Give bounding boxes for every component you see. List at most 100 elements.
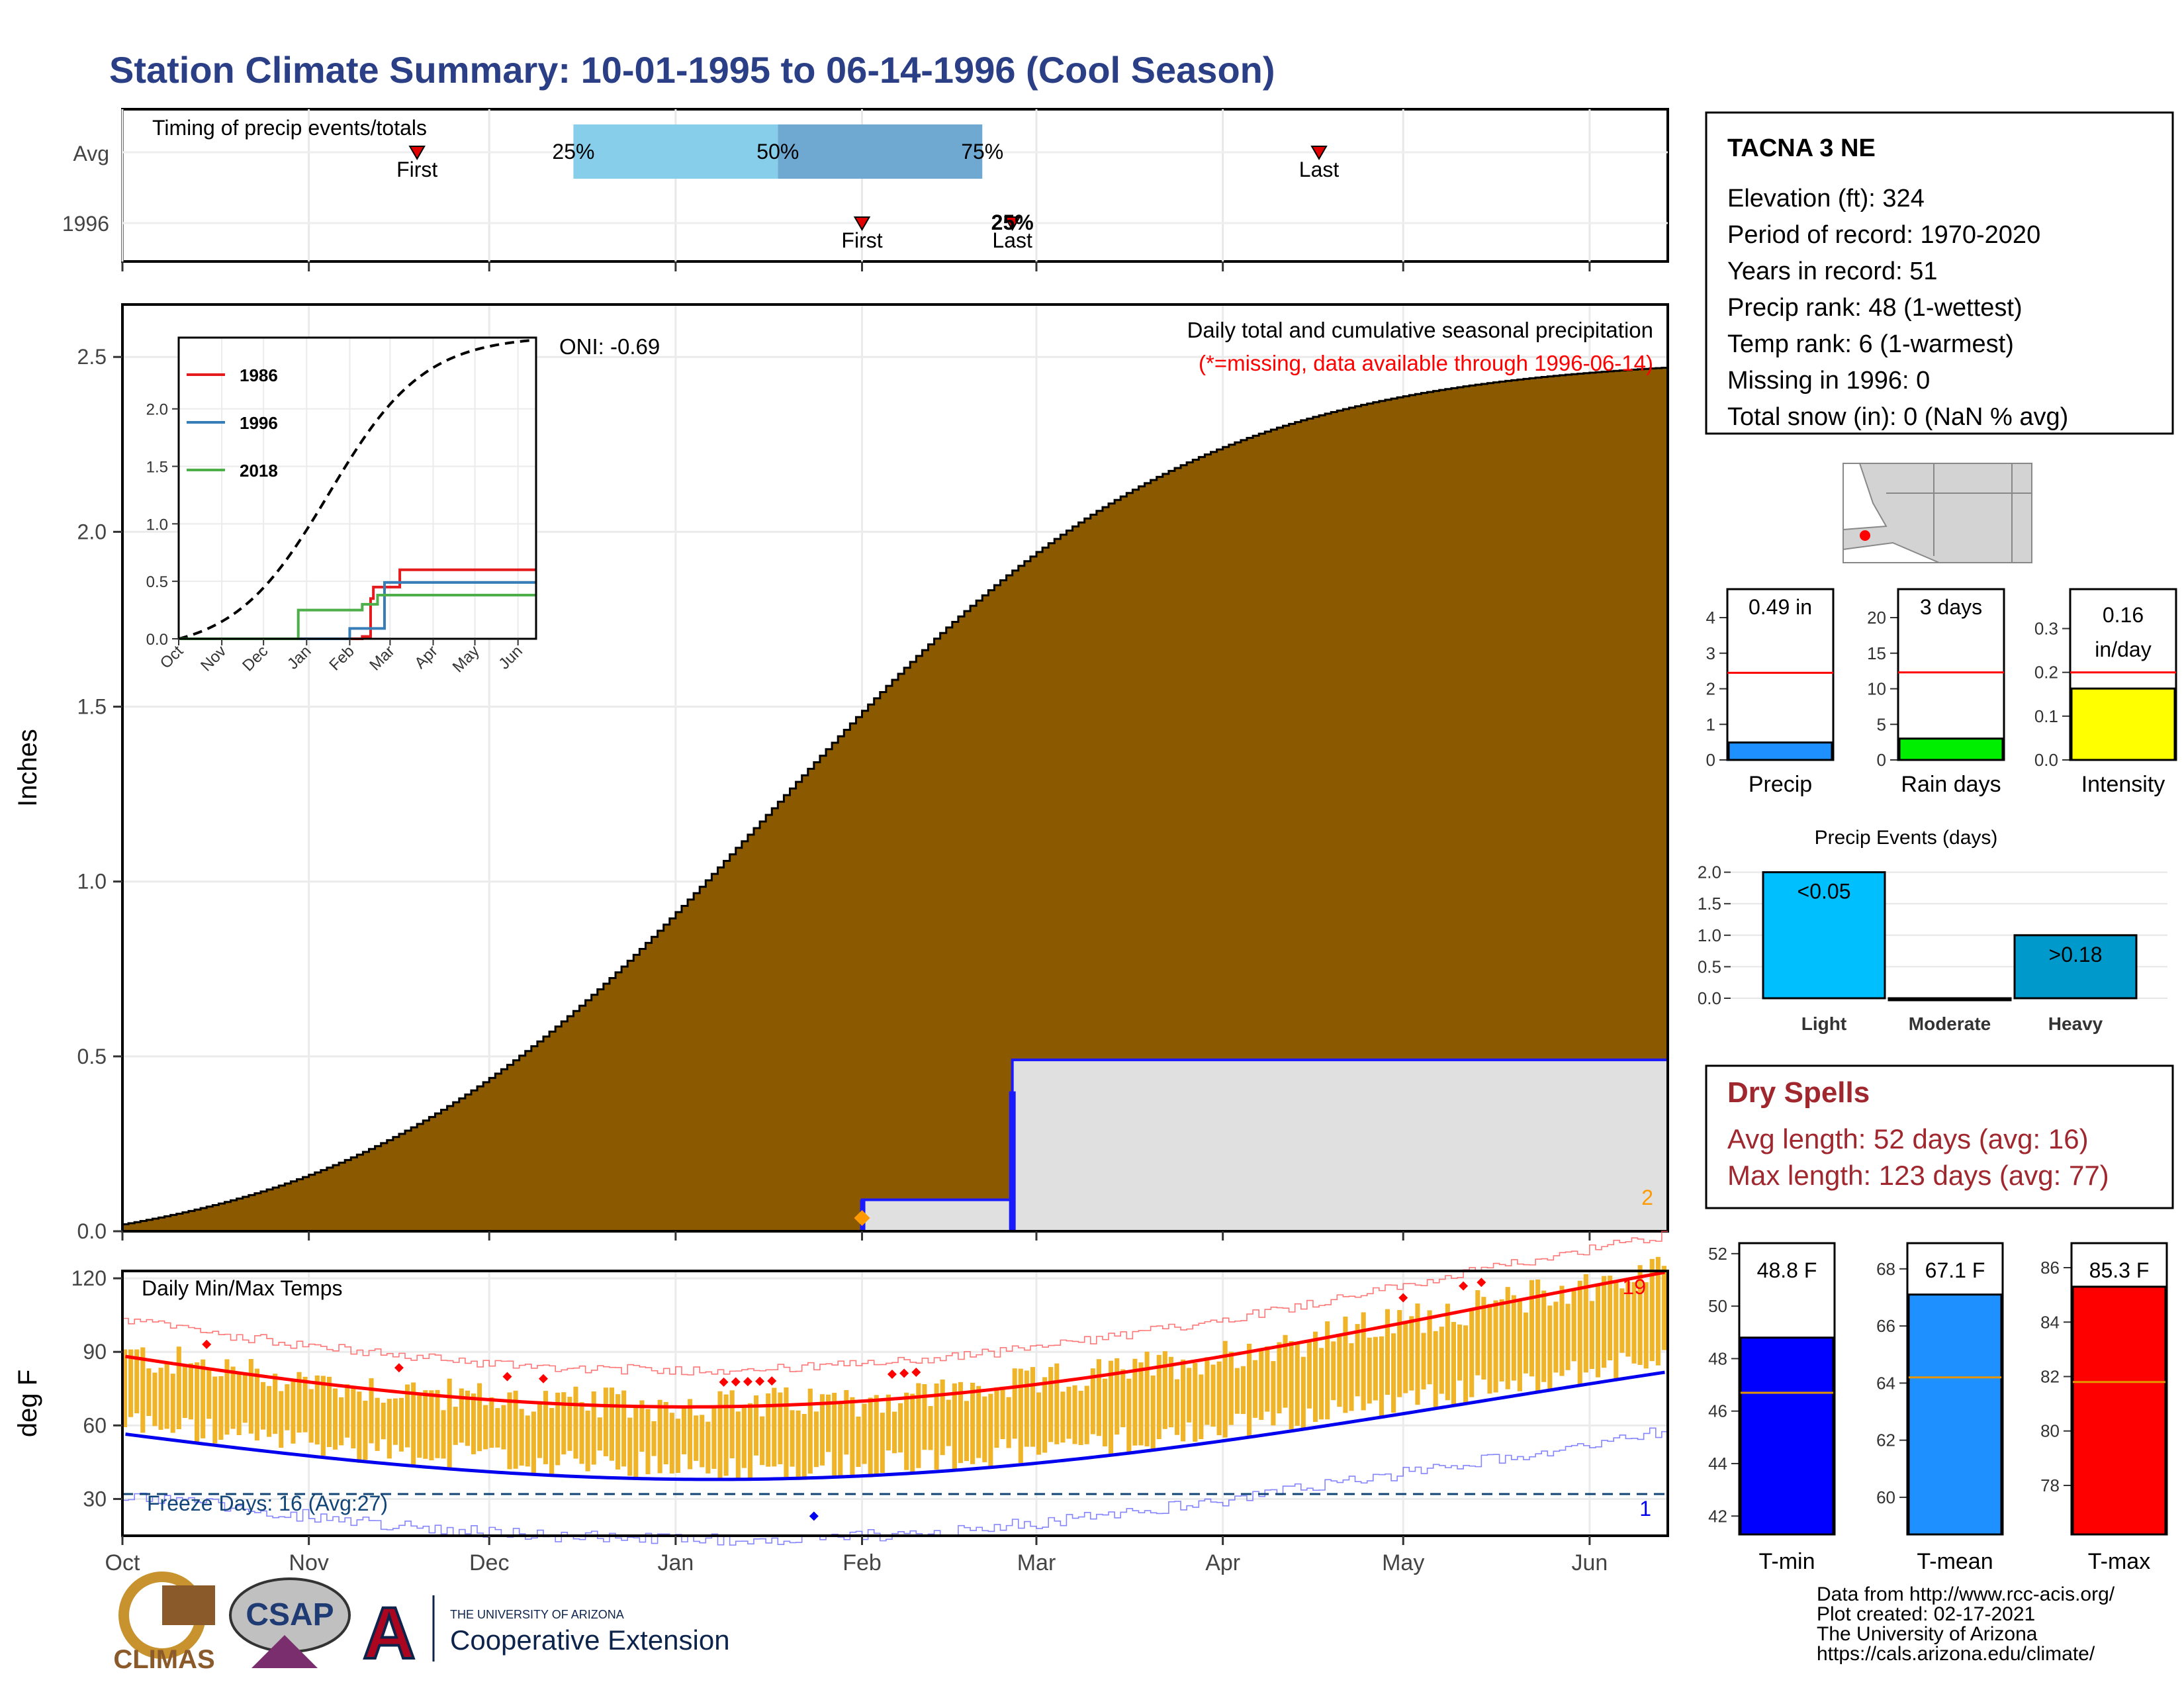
avg-quartile-band-light	[573, 124, 778, 179]
record-high-marker	[1398, 1293, 1408, 1303]
temp-summary-y-tick-label: 82	[2040, 1366, 2060, 1386]
temp-day-bar	[1487, 1303, 1492, 1394]
temp-day-bar	[164, 1364, 169, 1429]
temp-day-bar	[495, 1408, 500, 1448]
quartile-50-label: 50%	[756, 140, 799, 164]
temp-day-bar	[398, 1397, 404, 1452]
timing-row-1996: 1996	[62, 212, 109, 236]
inset-series-1986	[179, 568, 536, 640]
temp-day-bar	[555, 1392, 561, 1466]
temp-day-bar	[807, 1388, 813, 1474]
temp-y-tick-label: 90	[83, 1340, 107, 1364]
temp-day-bar	[1042, 1377, 1048, 1453]
temp-summary-value: 85.3 F	[2089, 1258, 2150, 1282]
summary-y-tick-label: 20	[1867, 608, 1886, 628]
temp-day-bar	[1174, 1379, 1180, 1435]
climas-logo: CLIMAS	[113, 1571, 215, 1674]
summary-y-tick-label: 0.2	[2034, 663, 2058, 682]
precip-events-x-axis: Light Moderate Heavy	[1801, 1013, 2103, 1034]
summary-bar-1	[1898, 737, 2004, 761]
inset-chart: 0.00.51.01.52.0 Oct Nov Dec Jan Feb Mar Apr May…	[146, 336, 537, 676]
summary-label: Rain days	[1901, 772, 2001, 797]
record-high-marker	[911, 1368, 921, 1378]
temp-day-bar	[681, 1405, 687, 1454]
temp-day-bar	[994, 1387, 999, 1448]
station-snow: Total snow (in): 0 (NaN % avg)	[1727, 403, 2068, 431]
month-label: Jun	[1571, 1550, 1608, 1575]
precip-events-chart: Precip Events (days) <0.05 >0.18 0.0 0.5 1.…	[1698, 827, 2167, 1034]
month-label: Mar	[1017, 1550, 1056, 1575]
precip-events-title: Precip Events (days)	[1815, 827, 1998, 849]
temp-summary-bar-1	[1907, 1293, 2003, 1536]
temp-day-bar	[465, 1390, 470, 1446]
temp-day-bar	[1222, 1340, 1228, 1438]
climas-logo-block	[162, 1585, 215, 1625]
temp-day-bar	[639, 1400, 645, 1452]
temp-day-bar	[609, 1387, 615, 1461]
temp-day-bar	[1457, 1324, 1463, 1381]
record-high-marker	[899, 1368, 909, 1378]
summary-y-tick-label: 0.1	[2034, 706, 2058, 726]
inset-y-tick-label: 1.5	[146, 459, 168, 477]
temp-day-bar	[603, 1387, 608, 1456]
temp-day-bar	[195, 1362, 200, 1442]
month-label: Oct	[105, 1550, 140, 1575]
temp-day-bar	[1300, 1356, 1306, 1429]
temp-day-bar	[1631, 1282, 1637, 1364]
event-bar-label: <0.05	[1797, 880, 1851, 904]
precip-frame	[121, 303, 1669, 1233]
temp-day-bar	[1397, 1310, 1402, 1397]
temp-day-bar	[1427, 1310, 1432, 1385]
temp-day-bar	[1120, 1369, 1126, 1428]
temp-day-bar	[411, 1382, 416, 1468]
station-temp-rank: Temp rank: 6 (1-warmest)	[1727, 330, 2014, 358]
temp-day-bar	[1655, 1256, 1661, 1366]
temp-day-bar	[1409, 1316, 1414, 1391]
event-bar-light	[1762, 871, 1886, 1000]
precip-y-tick-label: 0.0	[77, 1219, 107, 1243]
temp-day-bar	[645, 1409, 651, 1475]
temp-y-axis: 30 60 90 120	[71, 1266, 122, 1511]
temp-day-bar	[405, 1384, 410, 1448]
precip-events-bars: <0.05 >0.18	[1762, 871, 2138, 1002]
temp-day-bar	[663, 1401, 668, 1465]
events-y-tick-label: 0.5	[1698, 957, 1721, 976]
temp-frame	[121, 1270, 1669, 1537]
temp-day-bar	[778, 1392, 783, 1464]
events-y-tick-label: 0.0	[1698, 988, 1721, 1008]
temp-day-bar	[1306, 1341, 1312, 1409]
avg-last-marker	[1310, 146, 1328, 160]
temp-day-bar	[784, 1387, 789, 1477]
temp-summary-value: 48.8 F	[1757, 1258, 1817, 1282]
temp-day-bar	[1331, 1341, 1336, 1401]
temp-day-bar	[248, 1359, 253, 1434]
temp-day-bar	[1367, 1337, 1372, 1404]
temp-day-bar	[1445, 1303, 1450, 1401]
record-high-marker	[1459, 1281, 1469, 1291]
inset-plot-area	[179, 338, 536, 639]
temp-day-bar	[1469, 1310, 1475, 1397]
temp-day-bar	[1271, 1361, 1276, 1426]
temp-summary-label: T-min	[1759, 1549, 1815, 1574]
avg-cumulative-area	[121, 367, 1669, 1233]
temp-day-bar	[1018, 1368, 1023, 1464]
temp-day-bar	[1030, 1367, 1036, 1447]
temp-day-bar	[1373, 1336, 1378, 1401]
avg-first-marker	[408, 146, 426, 160]
location-map	[1843, 463, 2032, 563]
record-high-marker	[767, 1376, 777, 1386]
temp-day-bar	[705, 1421, 711, 1474]
temp-day-bar	[585, 1410, 590, 1472]
temp-day-bar	[1421, 1333, 1426, 1389]
temp-day-bar	[459, 1388, 464, 1443]
temp-day-bar	[429, 1390, 434, 1460]
temp-day-bar	[1048, 1367, 1054, 1442]
temp-day-bar	[345, 1384, 350, 1438]
temp-day-bar	[1240, 1366, 1246, 1415]
temp-day-bar	[988, 1393, 993, 1466]
temp-day-bar	[1517, 1301, 1522, 1391]
temp-day-bar	[633, 1406, 639, 1479]
temp-day-bar	[1511, 1295, 1516, 1381]
station-frame	[1705, 111, 2174, 435]
temp-day-bar	[230, 1366, 236, 1429]
